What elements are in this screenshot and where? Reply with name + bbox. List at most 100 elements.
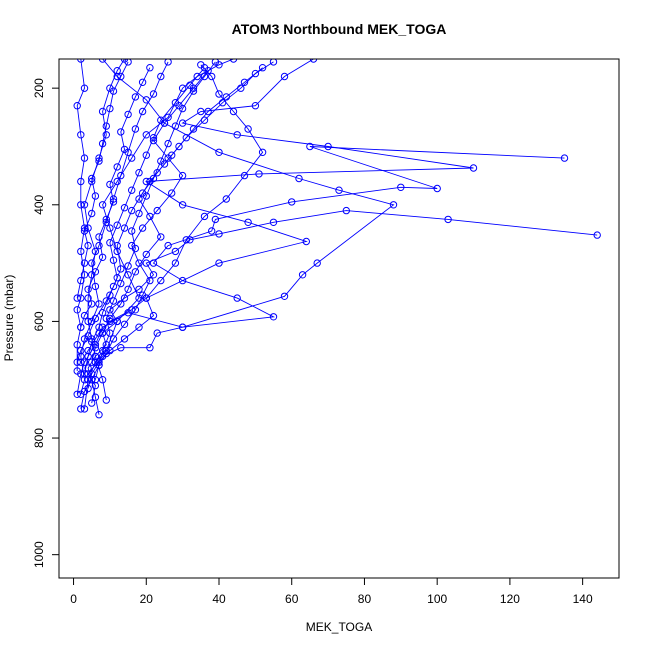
data-point [138, 78, 147, 87]
data-point [113, 221, 121, 229]
data-point [120, 204, 129, 212]
data-point [302, 237, 310, 246]
y-tick-label: 1000 [32, 541, 46, 568]
data-point [182, 236, 191, 244]
data-point [146, 276, 154, 285]
data-point [164, 113, 172, 122]
data-point [168, 189, 176, 197]
data-point [88, 376, 96, 384]
data-point [178, 201, 187, 209]
data-point [138, 224, 147, 232]
data-point [124, 262, 132, 270]
data-point [98, 309, 107, 317]
data-point [215, 90, 223, 98]
data-point [164, 139, 172, 148]
data-point [80, 201, 89, 209]
data-point [120, 294, 129, 302]
data-point [306, 142, 314, 151]
data-point [80, 271, 89, 279]
data-point [109, 198, 118, 206]
data-point [255, 170, 263, 178]
chart-title: ATOM3 Northbound MEK_TOGA [232, 21, 447, 37]
data-point [113, 241, 121, 250]
data-point [88, 300, 96, 308]
data-point [208, 72, 216, 81]
data-point [120, 335, 129, 343]
data-point [215, 259, 223, 267]
data-point [157, 276, 165, 285]
data-point [178, 276, 187, 285]
data-point [142, 259, 151, 267]
data-point [131, 306, 140, 314]
data-point [117, 128, 125, 136]
data-point [120, 320, 129, 328]
data-point [149, 259, 158, 267]
data-point [313, 259, 321, 267]
data-point [117, 279, 125, 288]
data-point [149, 136, 158, 145]
data-point [88, 399, 96, 407]
data-point [215, 230, 223, 238]
data-point [73, 367, 81, 375]
data-point [91, 393, 100, 401]
data-point [95, 241, 103, 250]
series-16 [88, 59, 220, 419]
data-point [142, 151, 151, 159]
data-point [153, 329, 161, 337]
data-point [98, 346, 107, 355]
data-point [131, 268, 140, 276]
data-point [258, 148, 267, 157]
data-point [80, 154, 89, 162]
x-tick-label: 140 [573, 592, 593, 606]
data-point [95, 233, 103, 241]
data-point [91, 282, 100, 291]
data-point [389, 201, 398, 209]
data-point [73, 102, 81, 110]
data-point [131, 244, 140, 253]
series-line [84, 67, 205, 374]
data-point [146, 212, 154, 221]
data-point [80, 376, 89, 384]
x-axis: 0 20 40 60 80 100 120 140 [70, 578, 593, 606]
y-tick-label: 600 [32, 311, 46, 331]
data-point [80, 227, 89, 235]
data-point [102, 131, 111, 139]
data-point [88, 338, 96, 346]
data-point [109, 256, 118, 264]
data-point [106, 239, 114, 247]
data-point [106, 306, 114, 314]
data-point [88, 259, 96, 267]
data-point [84, 364, 92, 372]
y-tick-label: 200 [32, 78, 46, 98]
data-point [164, 241, 172, 250]
data-point [77, 405, 85, 413]
data-point [309, 59, 318, 63]
x-axis-label: MEK_TOGA [306, 620, 372, 634]
data-point [342, 206, 350, 215]
data-point [222, 195, 231, 203]
data-point [157, 233, 165, 241]
x-tick-label: 60 [285, 592, 299, 606]
data-point [288, 198, 296, 206]
data-point [109, 297, 118, 305]
data-point [178, 104, 187, 113]
data-point [73, 306, 81, 314]
data-point [146, 64, 154, 72]
data-point [113, 67, 121, 75]
data-point [117, 344, 125, 352]
data-point [251, 69, 260, 78]
data-point [109, 335, 118, 343]
data-point [269, 59, 278, 66]
data-point [91, 314, 100, 323]
data-point [106, 180, 114, 189]
data-point [77, 131, 85, 139]
data-point [77, 247, 85, 256]
data-point [84, 241, 92, 250]
data-point [91, 192, 100, 200]
data-point [295, 174, 303, 183]
x-tick-label: 100 [427, 592, 447, 606]
data-point [469, 164, 478, 172]
data-point [98, 253, 107, 261]
data-point [397, 183, 405, 192]
data-point [164, 154, 172, 162]
